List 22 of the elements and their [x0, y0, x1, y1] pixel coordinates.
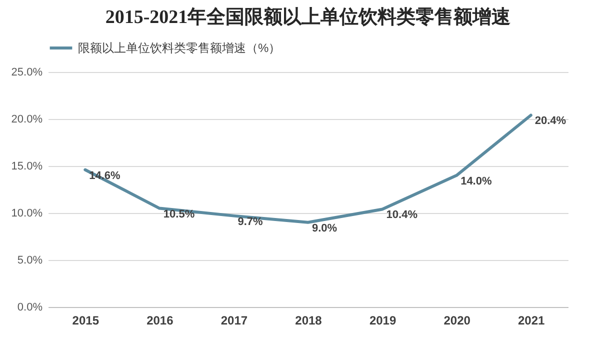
y-tick-label: 20.0% — [11, 114, 43, 126]
chart-title: 2015-2021年全国限额以上单位饮料类零售额增速 — [105, 6, 511, 28]
data-label: 20.4% — [534, 115, 566, 128]
y-tick-label: 10.0% — [11, 208, 43, 220]
legend-label: 限额以上单位饮料类零售额增速（%） — [78, 41, 281, 55]
data-label: 9.0% — [312, 222, 338, 234]
x-tick-label: 2015 — [72, 314, 100, 328]
x-tick-label: 2020 — [444, 314, 471, 328]
y-tick-label: 15.0% — [11, 160, 43, 172]
x-tick-label: 2017 — [220, 314, 248, 328]
data-label: 10.5% — [163, 208, 195, 220]
y-tick-label: 5.0% — [17, 254, 43, 266]
x-tick-label: 2021 — [518, 314, 546, 328]
x-tick-label: 2018 — [295, 314, 322, 328]
x-tick-label: 2019 — [369, 314, 396, 328]
data-label: 9.7% — [238, 216, 264, 228]
x-tick-label: 2016 — [146, 314, 174, 328]
data-label: 14.0% — [460, 175, 492, 188]
data-label: 10.4% — [386, 209, 418, 222]
y-tick-label: 0.0% — [17, 302, 43, 314]
y-tick-label: 25.0% — [11, 66, 43, 78]
line-series — [84, 114, 532, 224]
